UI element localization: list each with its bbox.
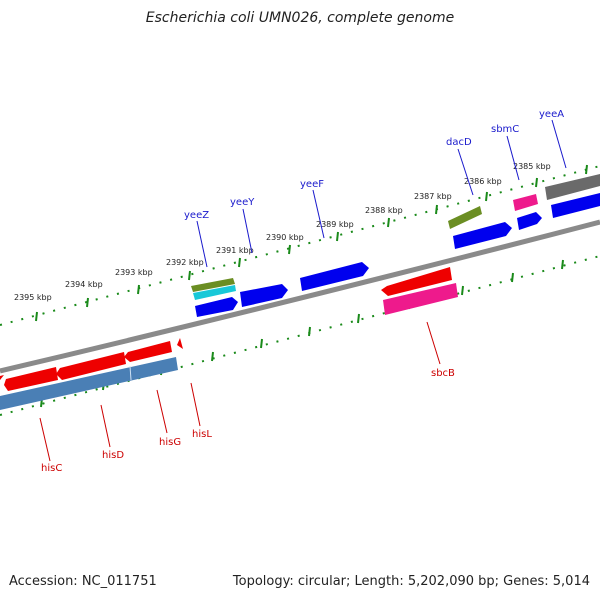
gene-label-sbmC[interactable]: sbmC (491, 124, 519, 135)
tick-label-2392: 2392 kbp (166, 258, 204, 267)
reverse-genes (0, 267, 458, 410)
reverse-label-leaders (39, 321, 441, 462)
gene-yeeA-cds[interactable] (551, 193, 600, 218)
genome-title: Escherichia coli UMN026, complete genome (145, 10, 455, 26)
gene-sbmC-feature[interactable] (513, 194, 538, 211)
tick-label-2393: 2393 kbp (115, 268, 153, 277)
tick-label-2391: 2391 kbp (216, 246, 254, 255)
gene-hisC-cds[interactable] (0, 375, 4, 380)
gene-label-hisL[interactable]: hisL (192, 429, 212, 440)
gene-hisL-cds[interactable] (177, 338, 183, 349)
tick-label-2388: 2388 kbp (365, 206, 403, 215)
forward-tick-track (0, 165, 600, 326)
gene-label-yeeA[interactable]: yeeA (539, 109, 564, 120)
forward-major-ticks (35, 164, 588, 322)
gene-label-yeeZ[interactable]: yeeZ (184, 210, 209, 221)
tick-label-2389: 2389 kbp (316, 220, 354, 229)
tick-label-2385: 2385 kbp (513, 162, 551, 171)
gene-yeeF-cds[interactable] (300, 262, 369, 291)
gene-sbcB-feature[interactable] (383, 283, 458, 315)
topology-label: Topology: circular; Length: 5,202,090 bp… (232, 574, 590, 589)
accession-label: Accession: NC_011751 (9, 574, 157, 589)
gene-yeeZ-cds[interactable] (195, 297, 238, 317)
tick-label-2387: 2387 kbp (414, 192, 452, 201)
gene-sbmC-cds[interactable] (517, 212, 542, 230)
operon-divider (129, 365, 132, 381)
gene-label-yeeF[interactable]: yeeF (300, 179, 324, 190)
gene-yeeA-feature[interactable] (545, 174, 600, 200)
gene-yeeZ-feature[interactable] (191, 278, 235, 292)
gene-yeeY-cds[interactable] (240, 284, 288, 307)
gene-label-yeeY[interactable]: yeeY (230, 197, 255, 208)
forward-label-leaders (196, 119, 567, 268)
gene-label-sbcB[interactable]: sbcB (431, 368, 455, 379)
gene-label-dacD[interactable]: dacD (446, 137, 472, 148)
gene-sbcB-cds[interactable] (381, 267, 452, 296)
tick-label-2386: 2386 kbp (464, 177, 502, 186)
gene-label-hisG[interactable]: hisG (159, 437, 181, 448)
tick-label-2394: 2394 kbp (65, 280, 103, 289)
reverse-tick-track (0, 255, 600, 416)
gene-label-hisD[interactable]: hisD (102, 450, 124, 461)
gene-hisG-cds[interactable] (124, 341, 172, 362)
gene-label-hisC[interactable]: hisC (41, 463, 62, 474)
gene-hisC-cds-main[interactable] (4, 367, 58, 391)
gene-hisD-cds[interactable] (56, 352, 126, 380)
gene-yeeZ-cyan[interactable] (193, 285, 236, 300)
genome-backbone (0, 219, 600, 374)
tick-label-2390: 2390 kbp (266, 233, 304, 242)
forward-genes (191, 174, 600, 317)
gene-dacD-cds[interactable] (453, 222, 512, 249)
gene-dacD-feature[interactable] (448, 206, 482, 229)
tick-label-2395: 2395 kbp (14, 293, 52, 302)
his-operon-feature[interactable] (0, 357, 178, 410)
